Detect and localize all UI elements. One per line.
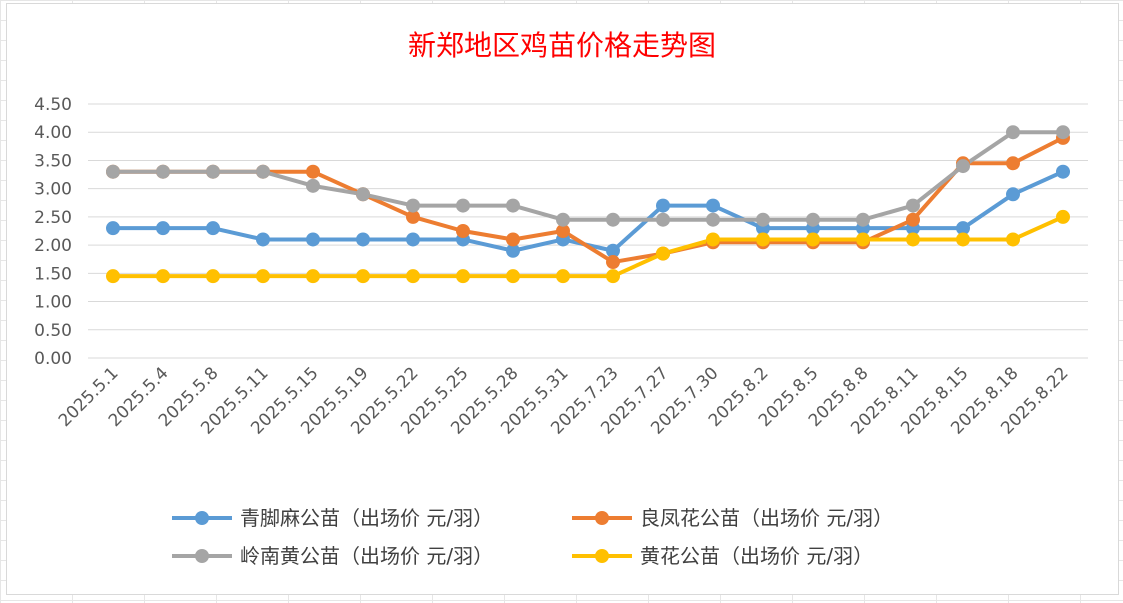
y-tick-label: 1.00 — [34, 293, 72, 313]
series-line-4 — [113, 215, 1064, 279]
data-point-series-3 — [206, 164, 220, 179]
data-point-series-3 — [806, 212, 820, 227]
data-point-series-1 — [506, 243, 520, 258]
data-point-series-4 — [1006, 232, 1020, 247]
data-point-series-4 — [106, 269, 120, 284]
series-line-2 — [113, 136, 1064, 265]
data-point-series-1 — [306, 232, 320, 247]
legend-entry-1: 青脚麻公苗（出场价 元/羽） — [240, 506, 493, 530]
legend-entry-4: 黄花公苗（出场价 元/羽） — [640, 544, 873, 568]
data-point-series-1 — [406, 232, 420, 247]
data-point-series-4 — [456, 269, 470, 284]
y-axis-tick-labels: 0.00 0.50 1.00 1.50 2.00 2.50 3.00 3.50 4.00 4.50 — [34, 95, 72, 369]
legend-marker — [195, 511, 209, 525]
data-point-series-1 — [956, 221, 970, 236]
data-point-series-2 — [1006, 156, 1020, 171]
series-line-3 — [113, 130, 1063, 222]
chart-title: 新郑地区鸡苗价格走势图 — [408, 29, 716, 62]
data-point-series-3 — [956, 159, 970, 174]
gridlines — [88, 103, 1088, 359]
data-point-series-3 — [706, 212, 720, 227]
data-point-series-1 — [1056, 164, 1070, 179]
series-markers — [106, 125, 1070, 284]
data-point-series-2 — [556, 224, 570, 238]
data-point-series-4 — [956, 232, 970, 247]
y-tick-label: 4.50 — [34, 95, 72, 115]
data-point-series-1 — [106, 221, 120, 236]
data-point-series-3 — [156, 164, 170, 179]
data-point-series-3 — [1056, 125, 1070, 140]
data-point-series-3 — [256, 164, 270, 179]
data-point-series-4 — [556, 269, 570, 284]
data-point-series-3 — [606, 212, 620, 227]
data-point-series-2 — [406, 209, 420, 224]
y-tick-label: 0.50 — [34, 321, 72, 341]
data-point-series-3 — [456, 198, 470, 213]
legend-marker — [595, 511, 609, 525]
data-point-series-1 — [706, 198, 720, 213]
data-point-series-4 — [1056, 209, 1070, 224]
data-point-series-4 — [406, 269, 420, 284]
data-point-series-2 — [606, 255, 620, 270]
data-point-series-4 — [606, 269, 620, 284]
data-point-series-3 — [906, 198, 920, 213]
y-tick-label: 2.00 — [34, 236, 72, 256]
data-point-series-1 — [1006, 187, 1020, 202]
series-lines — [113, 130, 1064, 279]
data-point-series-4 — [906, 232, 920, 247]
legend-entry-2: 良凤花公苗（出场价 元/羽） — [640, 506, 893, 530]
data-point-series-1 — [356, 232, 370, 247]
chart-area[interactable] — [6, 3, 1119, 595]
data-point-series-3 — [756, 212, 770, 227]
data-point-series-3 — [856, 212, 870, 227]
legend-entry-3: 岭南黄公苗（出场价 元/羽） — [240, 544, 493, 568]
data-point-series-4 — [656, 246, 670, 261]
y-tick-label: 3.50 — [34, 151, 72, 171]
y-tick-label: 4.00 — [34, 123, 72, 143]
data-point-series-4 — [206, 269, 220, 284]
data-point-series-1 — [656, 198, 670, 213]
y-tick-label: 0.00 — [34, 349, 72, 369]
data-point-series-3 — [406, 198, 420, 213]
data-point-series-4 — [756, 232, 770, 247]
data-point-series-3 — [106, 164, 120, 179]
data-point-series-3 — [556, 212, 570, 227]
data-point-series-2 — [456, 224, 470, 238]
data-point-series-1 — [206, 221, 220, 236]
data-point-series-3 — [1006, 125, 1020, 140]
x-axis-tick-labels: 2025.5.12025.5.42025.5.82025.5.112025.5.… — [55, 363, 1073, 438]
data-point-series-3 — [356, 187, 370, 202]
data-point-series-1 — [256, 232, 270, 247]
data-point-series-4 — [706, 232, 720, 247]
data-point-series-2 — [506, 232, 520, 247]
data-point-series-4 — [156, 269, 170, 284]
data-point-series-3 — [306, 178, 320, 193]
legend-marker — [195, 549, 209, 563]
data-point-series-2 — [906, 212, 920, 227]
data-point-series-4 — [806, 232, 820, 247]
y-tick-label: 2.50 — [34, 208, 72, 228]
y-tick-label: 1.50 — [34, 264, 72, 284]
data-point-series-1 — [606, 243, 620, 258]
data-point-series-3 — [506, 198, 520, 213]
legend: 青脚麻公苗（出场价 元/羽） 良凤花公苗（出场价 元/羽） 岭南黄公苗（出场价 元/… — [172, 506, 893, 568]
data-point-series-2 — [306, 164, 320, 179]
data-point-series-4 — [506, 269, 520, 284]
data-point-series-1 — [156, 221, 170, 236]
data-point-series-4 — [356, 269, 370, 284]
data-point-series-3 — [656, 212, 670, 227]
legend-marker — [595, 549, 609, 563]
y-tick-label: 3.00 — [34, 180, 72, 200]
data-point-series-4 — [306, 269, 320, 284]
data-point-series-4 — [256, 269, 270, 284]
data-point-series-4 — [856, 232, 870, 247]
